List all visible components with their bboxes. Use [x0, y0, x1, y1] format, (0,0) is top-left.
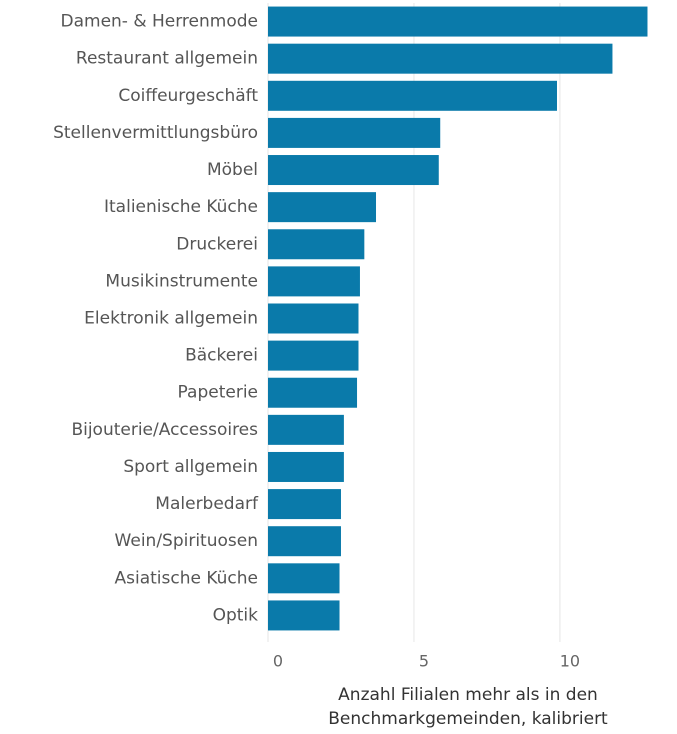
bar — [268, 303, 359, 334]
y-tick-label: Damen- & Herrenmode — [61, 12, 259, 32]
y-tick-label: Musikinstrumente — [105, 271, 258, 291]
bar — [268, 43, 613, 74]
y-tick-label: Restaurant allgemein — [76, 49, 258, 69]
bar — [268, 451, 344, 482]
bar — [268, 192, 377, 223]
bar — [268, 155, 439, 186]
bar — [268, 414, 344, 445]
bar — [268, 229, 365, 260]
y-tick-label: Bäckerei — [185, 346, 258, 366]
bar — [268, 340, 359, 371]
bar — [268, 266, 360, 297]
x-axis-title: Anzahl Filialen mehr als in den Benchmar… — [328, 685, 608, 729]
x-tick-label: 0 — [273, 652, 283, 671]
bar — [268, 489, 341, 520]
y-tick-label: Wein/Spirituosen — [115, 531, 258, 551]
y-tick-label: Sport allgemein — [123, 457, 258, 477]
bar — [268, 600, 340, 631]
y-tick-label: Druckerei — [176, 234, 258, 254]
bar — [268, 526, 341, 557]
y-tick-label: Stellenvermittlungsbüro — [53, 123, 258, 143]
y-tick-label: Papeterie — [178, 383, 258, 403]
bar — [268, 377, 358, 408]
bar — [268, 80, 557, 111]
y-tick-label: Elektronik allgemein — [84, 309, 258, 329]
x-tick-label: 10 — [560, 652, 580, 671]
y-tick-label: Optik — [213, 605, 259, 625]
y-tick-label: Möbel — [207, 160, 258, 180]
y-tick-label: Asiatische Küche — [114, 568, 258, 588]
x-tick-label: 5 — [419, 652, 429, 671]
y-tick-label: Italienische Küche — [104, 197, 258, 217]
y-tick-label: Malerbedarf — [155, 494, 259, 514]
bar — [268, 117, 441, 148]
bar — [268, 563, 340, 594]
y-tick-label: Bijouterie/Accessoires — [71, 420, 258, 440]
bar — [268, 6, 648, 37]
y-tick-label: Coiffeurgeschäft — [118, 86, 258, 106]
